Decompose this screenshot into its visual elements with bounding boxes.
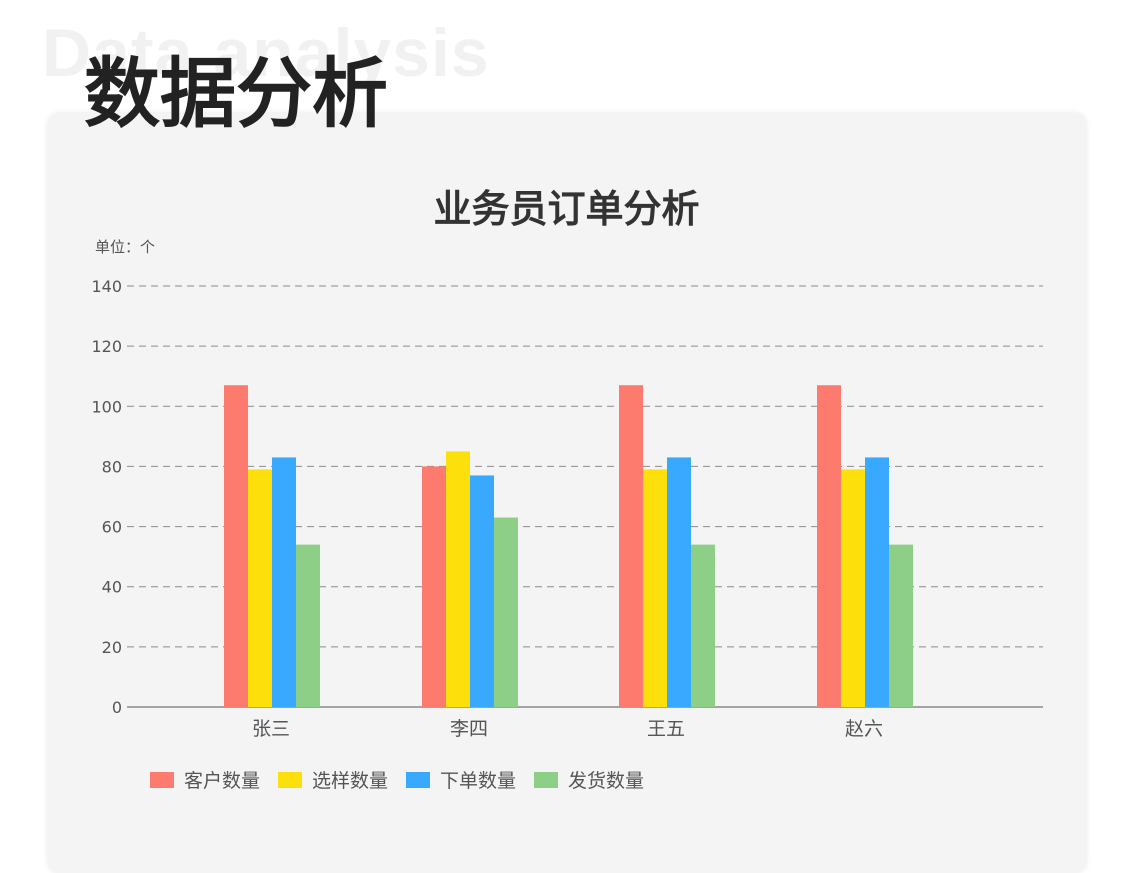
legend-item-2: 选样数量 bbox=[278, 766, 388, 793]
bar-chart: 0 20 40 60 80 100 120 140 张三 李四 王五 赵六 bbox=[91, 277, 1043, 740]
x-tick-label: 赵六 bbox=[845, 718, 883, 740]
y-tick-label: 20 bbox=[102, 638, 122, 657]
bar-3-3 bbox=[667, 457, 691, 707]
legend-label: 下单数量 bbox=[440, 770, 517, 792]
y-tick-label: 120 bbox=[91, 337, 122, 356]
y-tick-label: 0 bbox=[112, 698, 122, 717]
y-tick-label: 80 bbox=[102, 457, 122, 476]
y-tick-label: 140 bbox=[91, 277, 122, 296]
bar-4-3 bbox=[865, 457, 889, 707]
x-tick-label: 李四 bbox=[450, 718, 488, 740]
legend-item-3: 下单数量 bbox=[406, 766, 516, 793]
legend-label: 选样数量 bbox=[312, 770, 389, 792]
bar-2-4 bbox=[494, 517, 518, 707]
bar-3-2 bbox=[643, 469, 667, 707]
watermark-text: Data analysis bbox=[42, 15, 490, 91]
bar-1-4 bbox=[296, 544, 320, 707]
bar-1-2 bbox=[248, 469, 272, 707]
y-tick-label: 60 bbox=[102, 518, 122, 537]
legend-swatch bbox=[534, 771, 559, 788]
chart-title: 业务员订单分析 bbox=[433, 187, 700, 231]
y-tick-label: 40 bbox=[102, 578, 122, 597]
page-title: 数据分析 bbox=[84, 49, 388, 138]
bar-2-2 bbox=[446, 451, 470, 707]
bar-4-2 bbox=[841, 469, 865, 707]
y-tick-label: 100 bbox=[91, 397, 122, 416]
chart-legend: 客户数量 选样数量 下单数量 发货数量 bbox=[150, 766, 662, 793]
x-tick-label: 王五 bbox=[647, 718, 685, 740]
legend-swatch bbox=[150, 771, 174, 788]
legend-swatch bbox=[406, 771, 431, 788]
legend-item-1: 客户数量 bbox=[150, 766, 260, 793]
bar-3-4 bbox=[691, 544, 715, 707]
unit-label: 单位：个 bbox=[95, 238, 156, 256]
chart-card bbox=[48, 113, 1086, 873]
legend-swatch bbox=[278, 771, 303, 788]
bar-1-1 bbox=[224, 385, 248, 707]
bar-4-4 bbox=[889, 544, 913, 707]
bar-3-1 bbox=[619, 385, 643, 707]
legend-item-4: 发货数量 bbox=[534, 766, 644, 793]
x-tick-label: 张三 bbox=[252, 718, 290, 740]
bar-2-1 bbox=[422, 466, 446, 707]
legend-label: 客户数量 bbox=[184, 770, 261, 792]
bar-1-3 bbox=[272, 457, 296, 707]
legend-label: 发货数量 bbox=[568, 770, 645, 792]
bar-4-1 bbox=[817, 385, 841, 707]
bar-2-3 bbox=[470, 475, 494, 707]
